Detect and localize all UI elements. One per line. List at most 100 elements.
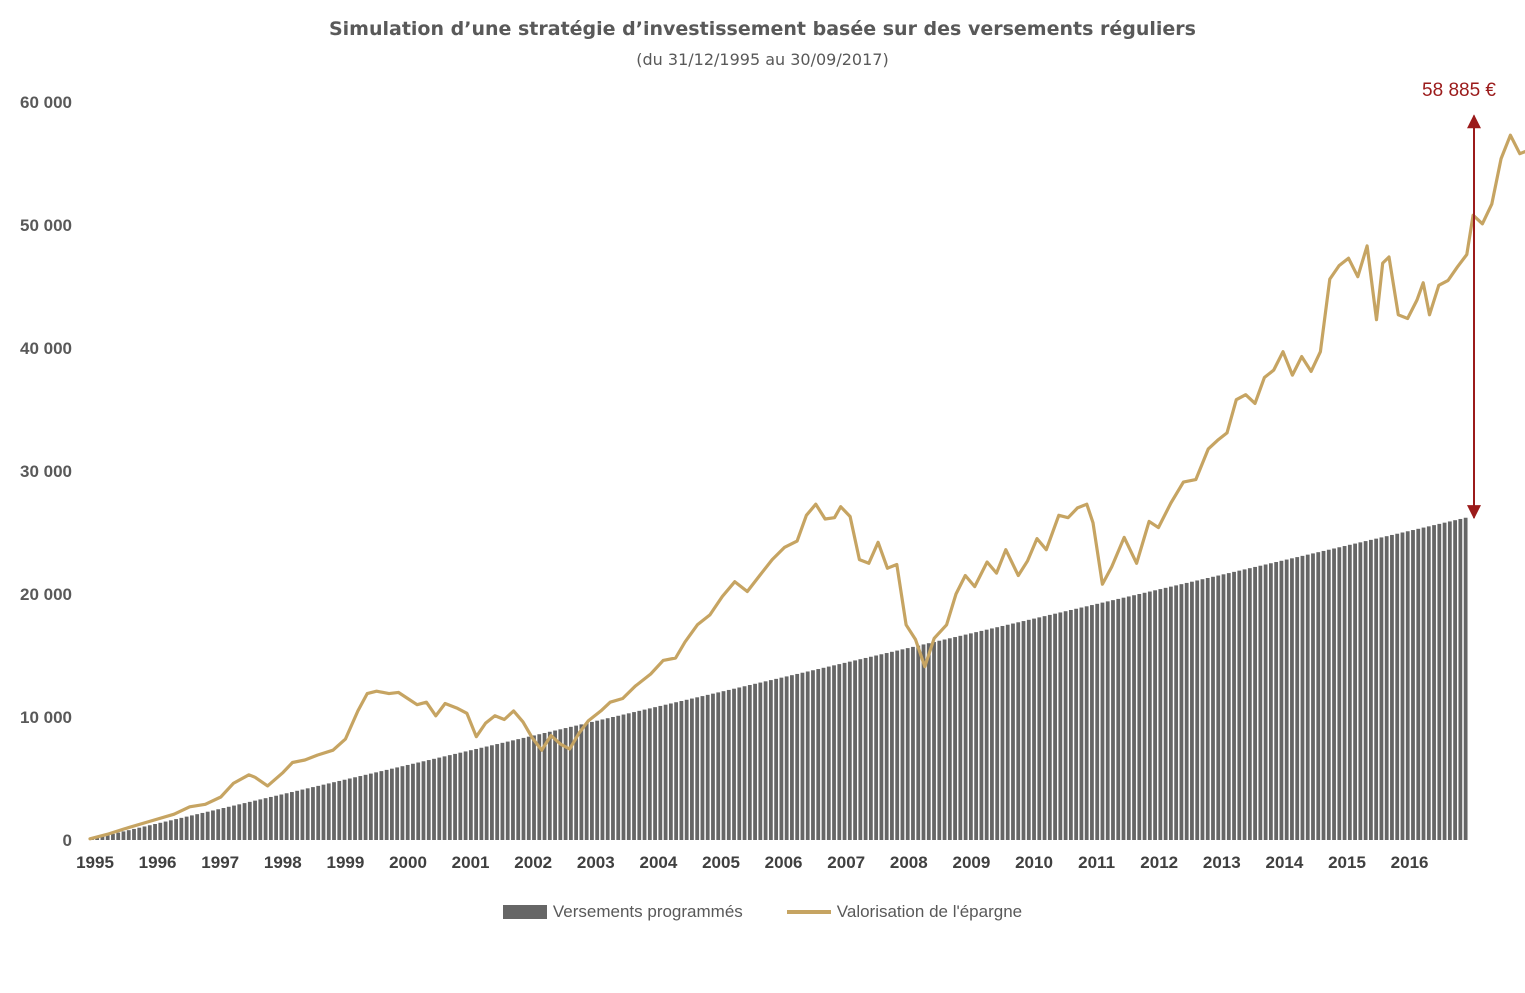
x-tick-label: 1995 bbox=[76, 853, 114, 872]
bar-versements bbox=[716, 692, 721, 840]
bar-versements bbox=[279, 794, 284, 840]
series-line-valorisation bbox=[88, 133, 1525, 841]
bar-versements bbox=[447, 755, 452, 840]
bar-versements bbox=[1216, 575, 1221, 840]
bar-versements bbox=[479, 747, 484, 840]
bar-versements bbox=[374, 772, 379, 840]
bar-versements bbox=[1279, 560, 1284, 840]
bar-versements bbox=[242, 803, 247, 840]
bar-versements bbox=[111, 833, 115, 840]
bar-versements bbox=[521, 737, 526, 840]
bar-versements bbox=[411, 763, 415, 840]
bar-versements bbox=[184, 816, 189, 840]
bar-versements bbox=[1400, 532, 1405, 840]
x-tick-label: 2005 bbox=[702, 853, 740, 872]
bar-versements bbox=[837, 664, 842, 840]
bar-versements bbox=[147, 825, 152, 840]
y-tick-label: 20 000 bbox=[20, 585, 72, 604]
bar-versements bbox=[1268, 563, 1273, 840]
bar-versements bbox=[1432, 525, 1436, 840]
bar-versements bbox=[263, 798, 268, 840]
bar-versements bbox=[779, 677, 784, 840]
bar-versements bbox=[768, 680, 773, 840]
bar-versements bbox=[842, 662, 847, 840]
bar-versements bbox=[1300, 555, 1305, 840]
bar-versements bbox=[258, 799, 263, 840]
bar-versements bbox=[305, 788, 310, 840]
bar-versements bbox=[1047, 614, 1052, 840]
bar-versements bbox=[1153, 590, 1157, 840]
y-tick-label: 10 000 bbox=[20, 708, 72, 727]
bar-versements bbox=[890, 651, 894, 840]
bar-versements bbox=[221, 808, 226, 840]
bar-versements bbox=[832, 665, 836, 840]
bar-versements bbox=[1200, 579, 1205, 840]
bar-versements bbox=[284, 793, 289, 840]
bar-versements bbox=[1447, 521, 1452, 840]
bar-versements bbox=[595, 720, 600, 840]
bar-versements bbox=[190, 815, 194, 840]
bar-versements bbox=[216, 809, 221, 840]
bar-versements bbox=[668, 703, 673, 840]
bar-versements bbox=[311, 787, 315, 840]
bar-versements bbox=[1221, 574, 1226, 840]
bar-versements bbox=[226, 806, 231, 840]
bar-versements bbox=[826, 666, 831, 840]
y-tick-label: 40 000 bbox=[20, 339, 72, 358]
bar-versements bbox=[1000, 625, 1005, 840]
bar-versements bbox=[1063, 611, 1068, 840]
bar-versements bbox=[395, 767, 400, 840]
bar-versements bbox=[895, 650, 900, 840]
bar-versements bbox=[526, 736, 531, 840]
x-tick-label: 2006 bbox=[765, 853, 803, 872]
bar-versements bbox=[421, 761, 426, 840]
y-tick-label: 50 000 bbox=[20, 216, 72, 235]
bar-versements bbox=[505, 741, 510, 840]
legend-item-bars: Versements programmés bbox=[502, 902, 743, 922]
bar-versements bbox=[1411, 530, 1415, 840]
x-tick-label: 2015 bbox=[1328, 853, 1366, 872]
bar-versements bbox=[632, 712, 636, 840]
bar-versements bbox=[1105, 601, 1110, 840]
bar-versements bbox=[137, 827, 142, 840]
bar-versements bbox=[900, 649, 905, 840]
bar-versements bbox=[874, 655, 879, 840]
bar-versements bbox=[658, 705, 663, 840]
bar-versements bbox=[437, 757, 442, 840]
bar-versements bbox=[1353, 543, 1357, 840]
bar-versements bbox=[468, 750, 473, 840]
bar-versements bbox=[1005, 624, 1010, 840]
bar-versements bbox=[390, 768, 394, 840]
bar-versements bbox=[1084, 606, 1089, 840]
bar-versements bbox=[1316, 552, 1321, 840]
bar-versements bbox=[1079, 607, 1084, 840]
bar-versements bbox=[426, 760, 431, 840]
bar-versements bbox=[490, 745, 494, 840]
bar-versements bbox=[1321, 550, 1326, 840]
y-tick-label: 30 000 bbox=[20, 462, 72, 481]
bar-versements bbox=[947, 638, 952, 840]
bar-versements bbox=[879, 654, 884, 840]
bar-versements bbox=[1442, 522, 1447, 840]
bar-versements bbox=[500, 742, 505, 840]
bar-versements bbox=[195, 814, 200, 840]
bar-versements bbox=[1111, 600, 1115, 840]
bar-versements bbox=[121, 831, 126, 840]
bar-versements bbox=[637, 710, 642, 840]
bar-versements bbox=[463, 751, 468, 840]
bar-versements bbox=[742, 686, 747, 840]
x-tick-label: 2016 bbox=[1391, 853, 1429, 872]
bar-versements bbox=[1463, 517, 1468, 840]
bar-versements bbox=[621, 714, 626, 840]
bar-versements bbox=[1068, 609, 1073, 840]
bar-versements bbox=[253, 800, 257, 840]
bar-versements bbox=[542, 732, 547, 840]
bar-versements bbox=[247, 801, 252, 840]
bar-versements bbox=[1405, 531, 1410, 840]
bar-versements bbox=[432, 758, 436, 840]
x-tick-label: 2014 bbox=[1265, 853, 1303, 872]
bar-versements bbox=[926, 643, 931, 840]
y-tick-label: 60 000 bbox=[20, 93, 72, 112]
bar-versements bbox=[600, 719, 605, 840]
bar-versements bbox=[474, 748, 479, 840]
